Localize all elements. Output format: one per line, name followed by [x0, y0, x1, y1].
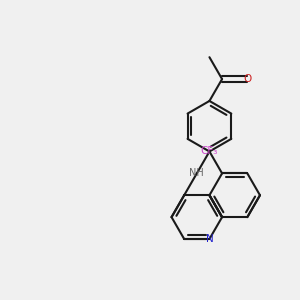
Text: NH: NH: [189, 168, 204, 178]
Text: CF₃: CF₃: [201, 146, 218, 157]
Text: O: O: [243, 74, 251, 84]
Text: N: N: [206, 234, 213, 244]
